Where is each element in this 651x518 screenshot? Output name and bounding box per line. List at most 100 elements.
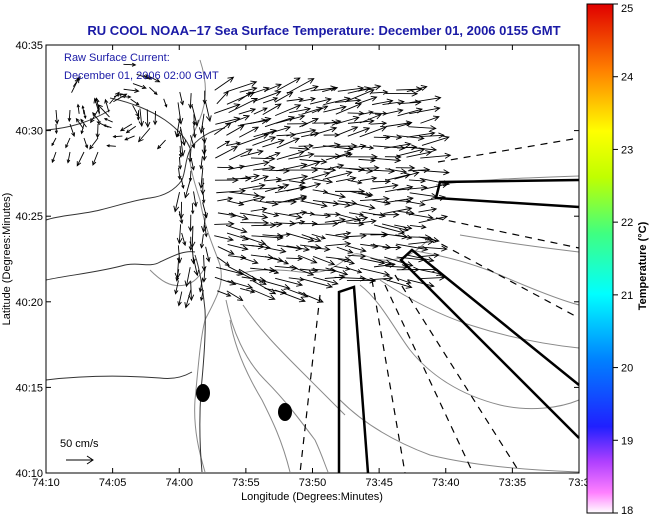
current-vector — [237, 133, 270, 146]
y-tick-label: 40:35 — [15, 40, 43, 52]
current-vector — [144, 109, 151, 128]
current-vector — [263, 125, 291, 136]
current-vector — [347, 127, 371, 137]
current-vector — [109, 91, 120, 105]
current-vector — [228, 164, 246, 171]
current-vector — [66, 151, 71, 164]
current-vector — [184, 267, 191, 288]
current-vector — [264, 151, 281, 160]
current-vector — [298, 143, 314, 149]
current-vector — [420, 152, 452, 159]
current-vector — [238, 92, 252, 102]
current-vector — [264, 115, 296, 128]
current-vector — [287, 195, 308, 202]
current-vector — [225, 141, 241, 147]
current-vector — [163, 98, 168, 108]
current-vector — [225, 224, 248, 234]
y-axis-label: Latitude (Degrees:Minutes) — [1, 193, 13, 326]
current-vector — [349, 212, 365, 217]
current-vector — [310, 126, 338, 137]
current-vector — [83, 137, 89, 149]
current-vector — [119, 123, 133, 132]
lane-southeast — [399, 248, 580, 439]
x-tick-label: 74:10 — [32, 477, 60, 489]
current-vector — [385, 264, 409, 271]
current-vector — [312, 220, 339, 227]
current-vector — [322, 170, 353, 180]
current-vector — [192, 125, 197, 139]
y-axis-ticks: 40:35 40:30 40:25 40:20 40:15 40:10 — [15, 40, 579, 480]
current-vector — [198, 278, 203, 293]
current-vector — [359, 277, 377, 283]
lane-south — [337, 285, 370, 474]
current-vector — [240, 173, 260, 180]
current-vector — [75, 117, 84, 129]
current-vector — [286, 128, 317, 137]
current-vector — [262, 280, 291, 290]
current-vector — [337, 215, 369, 224]
current-vector — [250, 267, 276, 274]
current-vector — [408, 178, 427, 184]
current-vector — [409, 224, 427, 230]
current-vector — [394, 224, 413, 231]
y-tick-label: 40:20 — [15, 297, 43, 309]
current-vector — [299, 158, 328, 165]
current-vector — [347, 118, 375, 125]
current-vector — [299, 211, 315, 216]
current-vector — [288, 180, 306, 185]
current-vector — [123, 88, 140, 93]
current-vector — [263, 177, 283, 183]
current-vector — [384, 108, 404, 115]
current-vector — [313, 256, 336, 266]
current-vector — [346, 89, 375, 102]
colorbar-ticks: 25 24 23 22 21 20 19 18 — [613, 3, 633, 517]
current-vector — [358, 192, 374, 197]
current-vector — [177, 102, 184, 125]
current-vector — [217, 196, 234, 202]
current-vector — [336, 246, 354, 254]
current-vector — [264, 287, 288, 295]
current-vector — [250, 206, 268, 212]
current-vector — [253, 90, 282, 103]
current-vector — [51, 137, 57, 147]
current-vector — [265, 247, 287, 254]
current-vector — [336, 126, 359, 136]
current-vector — [240, 235, 267, 246]
current-vector — [396, 147, 426, 157]
current-vector — [335, 97, 362, 104]
current-vector — [322, 86, 339, 93]
current-vector — [229, 148, 253, 161]
current-vector — [298, 220, 318, 227]
current-vector — [286, 245, 311, 252]
current-vector — [136, 110, 141, 121]
current-vector — [103, 118, 113, 123]
colorbar-tick-label: 21 — [621, 290, 633, 302]
current-vector — [421, 135, 450, 146]
current-vector — [359, 145, 375, 150]
colorbar-tick-label: 24 — [621, 72, 633, 84]
current-vector — [384, 256, 414, 268]
current-vector — [250, 175, 270, 183]
current-vector — [397, 121, 412, 128]
current-vector — [276, 137, 301, 149]
current-vector — [394, 170, 420, 180]
current-vector — [384, 141, 412, 149]
current-vector — [262, 97, 279, 104]
current-vector — [193, 191, 198, 208]
current-vector — [373, 224, 406, 235]
colorbar-tick-label: 25 — [621, 3, 633, 15]
current-vector — [300, 171, 331, 182]
current-vector — [274, 264, 298, 271]
current-vector — [409, 95, 442, 104]
current-vector — [240, 219, 270, 226]
current-vector — [286, 232, 315, 243]
current-vector — [406, 130, 436, 138]
current-vector — [214, 235, 235, 242]
current-vector — [361, 165, 380, 171]
current-vector — [418, 214, 449, 224]
current-vector — [276, 150, 305, 160]
current-vector — [406, 150, 433, 158]
current-vector — [124, 135, 135, 141]
current-vector — [358, 157, 376, 163]
